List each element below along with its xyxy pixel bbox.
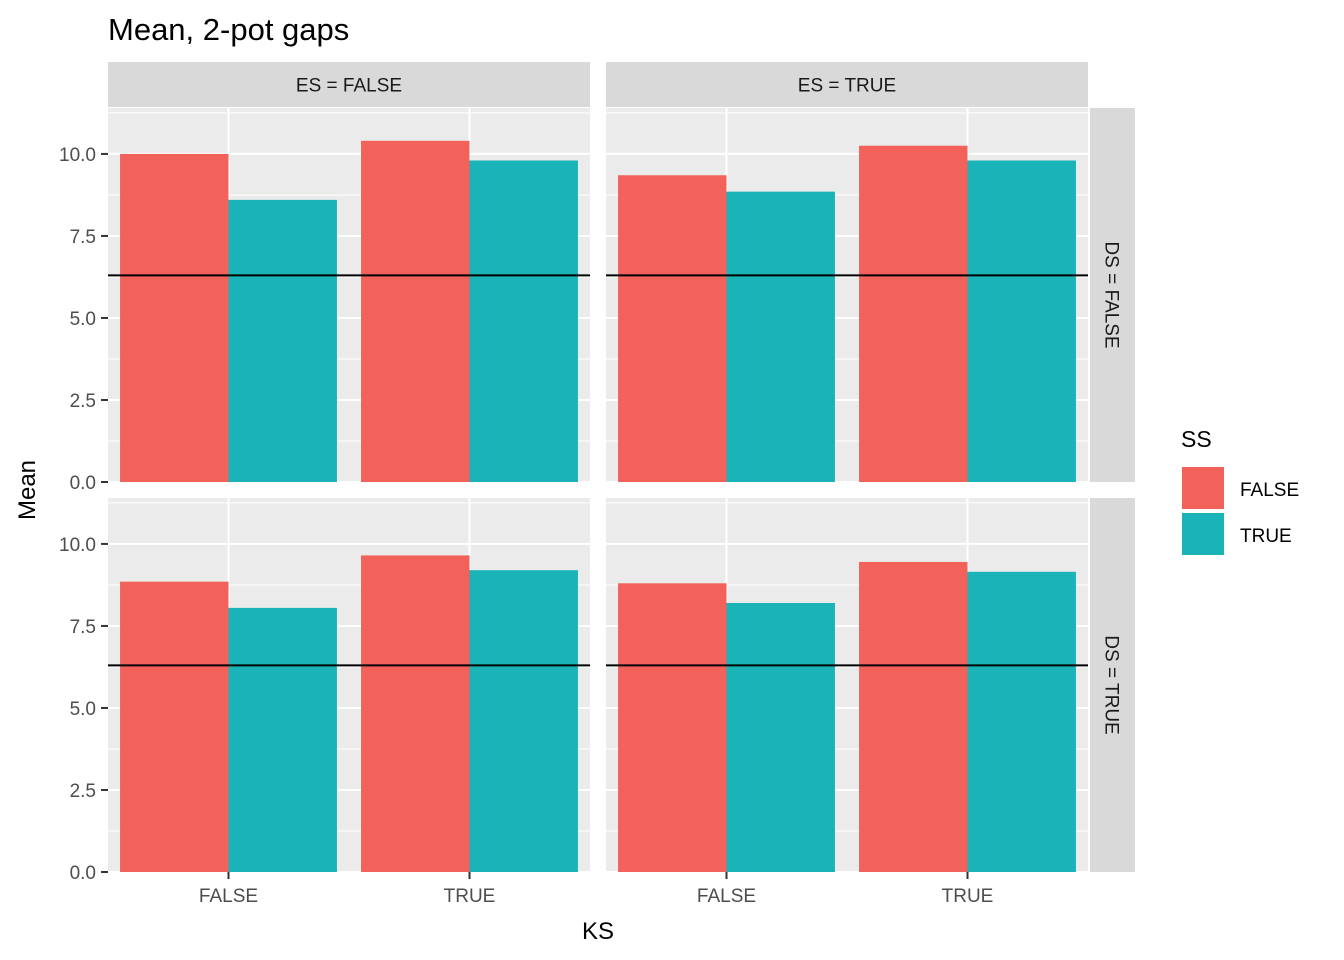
bar-true-true <box>967 571 1076 872</box>
bar-false-false <box>120 581 229 872</box>
y-tick-label: 0.0 <box>70 863 96 884</box>
bar-false-true <box>361 555 470 872</box>
column-strip-label: ES = TRUE <box>798 76 896 97</box>
facet-panels <box>108 108 1088 873</box>
bar-false-false <box>618 583 727 872</box>
y-tick-label: 5.0 <box>70 309 96 330</box>
bar-true-false <box>228 607 337 872</box>
column-strip <box>606 62 1088 107</box>
row-strip <box>1090 108 1135 482</box>
bar-false-true <box>859 561 968 872</box>
column-strip-label: ES = FALSE <box>296 76 402 97</box>
column-strip <box>108 62 590 107</box>
x-tick-label: FALSE <box>199 886 258 907</box>
x-axis-title: KS <box>582 918 614 945</box>
y-tick-label: 0.0 <box>70 473 96 494</box>
facet-strips: ES = FALSE ES = TRUE DS = FALSE DS = TRUE <box>108 62 1135 872</box>
x-tick-label: FALSE <box>697 886 756 907</box>
panel-3 <box>606 498 1088 873</box>
bar-false-false <box>120 153 229 483</box>
row-strip-label: DS = TRUE <box>1101 635 1122 734</box>
y-tick-label: 10.0 <box>59 535 96 556</box>
legend-label-false: FALSE <box>1240 480 1299 501</box>
panel-0 <box>108 108 590 483</box>
legend-swatch-true <box>1182 513 1224 555</box>
y-tick-label: 5.0 <box>70 699 96 720</box>
panel-1 <box>606 108 1088 483</box>
panel-2 <box>108 498 590 873</box>
y-tick-label: 2.5 <box>70 781 96 802</box>
legend-label-true: TRUE <box>1240 526 1292 547</box>
y-tick-label: 7.5 <box>70 227 96 248</box>
y-axis-title: Mean <box>14 460 41 520</box>
x-tick-label: TRUE <box>444 886 496 907</box>
bar-true-true <box>469 160 578 483</box>
y-tick-label: 7.5 <box>70 617 96 638</box>
legend-swatch-false <box>1182 467 1224 509</box>
bar-true-false <box>726 191 835 482</box>
row-strip <box>1090 498 1135 872</box>
bar-false-true <box>361 140 470 483</box>
bar-false-false <box>618 175 727 482</box>
legend: SS FALSE TRUE <box>1181 426 1299 555</box>
x-tick-label: TRUE <box>942 886 994 907</box>
bar-true-false <box>726 602 835 872</box>
bar-true-true <box>967 160 1076 483</box>
y-tick-label: 2.5 <box>70 391 96 412</box>
bar-false-true <box>859 145 968 482</box>
bar-true-true <box>469 570 578 872</box>
legend-title: SS <box>1181 426 1212 452</box>
chart-title: Mean, 2-pot gaps <box>108 12 349 47</box>
y-tick-label: 10.0 <box>59 145 96 166</box>
bar-true-false <box>228 199 337 482</box>
row-strip-label: DS = FALSE <box>1101 241 1122 348</box>
axes: 0.0 2.5 5.0 7.5 10.0 0.0 2.5 5.0 7.5 10.0 FALSE TRU… <box>59 145 993 907</box>
